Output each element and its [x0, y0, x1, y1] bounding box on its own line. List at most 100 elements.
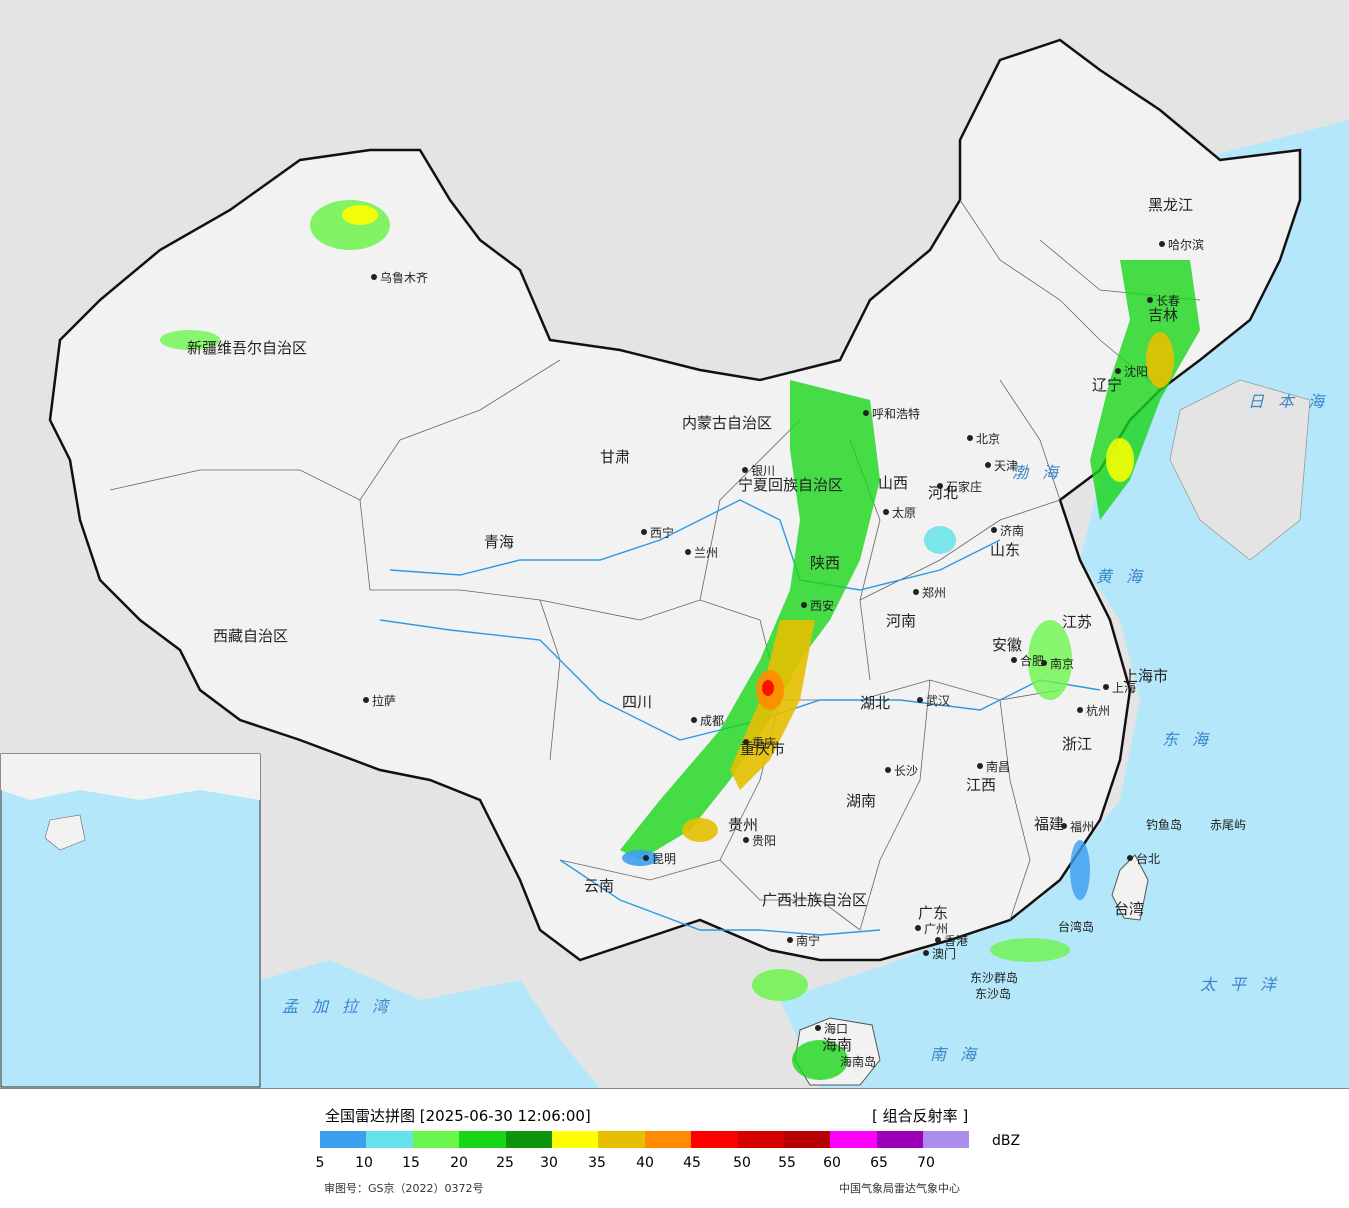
city-dot: [1127, 855, 1133, 861]
south-china-sea-inset: [0, 753, 261, 1088]
source-credit: 中国气象局雷达气象中心: [839, 1182, 960, 1195]
city-label: 西宁: [650, 525, 674, 540]
province-label: 湖南: [846, 792, 876, 810]
city-dot: [1103, 684, 1109, 690]
tick-label: 50: [733, 1155, 751, 1171]
province-label: 安徽: [992, 636, 1022, 654]
city-dot: [885, 767, 891, 773]
color-scale-ticks: 5 10 15 20 25 30 35 40 45 50 55 60 65 70: [0, 1155, 1349, 1173]
unit-label: dBZ: [992, 1133, 1021, 1149]
city-dot: [863, 410, 869, 416]
sea-label: 东海: [1162, 730, 1222, 749]
city-dot: [1061, 823, 1067, 829]
color-cell: [923, 1131, 970, 1148]
color-scale-bar: [320, 1131, 970, 1148]
color-cell: [830, 1131, 877, 1148]
province-label: 浙江: [1062, 735, 1092, 753]
city-label: 香港: [944, 934, 968, 948]
city-dot: [1011, 657, 1017, 663]
city-dot: [801, 602, 807, 608]
radar-map[interactable]: 新疆维吾尔自治区 西藏自治区 青海 甘肃 内蒙古自治区 黑龙江 吉林 辽宁 河北 山西 陕西 四川 云南…: [0, 0, 1349, 1089]
city-label: 北京: [976, 432, 1000, 446]
color-cell: [366, 1131, 413, 1148]
tick-label: 70: [917, 1155, 935, 1171]
city-label: 合肥: [1020, 653, 1044, 668]
city-label: 贵阳: [752, 834, 776, 848]
city-dot: [787, 937, 793, 943]
province-label: 内蒙古自治区: [682, 414, 772, 432]
province-label: 河北: [928, 484, 958, 502]
city-label: 武汉: [926, 694, 950, 708]
sea-label: 南海: [930, 1045, 990, 1064]
province-label: 贵州: [728, 816, 758, 834]
city-dot: [363, 697, 369, 703]
legend-panel: 全国雷达拼图 [2025-06-30 12:06:00] [ 组合反射率 ] d…: [0, 1089, 1349, 1208]
province-label: 上海市: [1123, 667, 1168, 685]
city-dot: [371, 274, 377, 280]
province-label: 云南: [584, 877, 614, 895]
city-label: 南京: [1050, 656, 1074, 671]
city-dot: [742, 467, 748, 473]
tick-label: 15: [402, 1155, 420, 1171]
sea-label: 日本海: [1248, 392, 1338, 411]
city-dot: [977, 763, 983, 769]
bay-of-bengal: [250, 960, 600, 1088]
sea-label: 孟加拉湾: [282, 997, 402, 1016]
color-cell: [505, 1131, 552, 1148]
city-label: 哈尔滨: [1168, 237, 1204, 252]
tick-label: 35: [588, 1155, 606, 1171]
color-cell: [691, 1131, 738, 1148]
province-label: 海南: [822, 1036, 852, 1054]
color-cell: [320, 1131, 367, 1148]
city-label: 重庆: [752, 736, 776, 750]
city-label: 沈阳: [1124, 364, 1148, 379]
city-label: 银川: [751, 464, 775, 478]
color-cell: [876, 1131, 924, 1148]
city-label: 上海: [1112, 680, 1136, 695]
color-cell: [737, 1131, 784, 1148]
sea-label: 黄海: [1096, 567, 1156, 586]
province-label: 陕西: [810, 554, 840, 572]
province-label: 广西壮族自治区: [762, 891, 867, 909]
city-dot: [935, 937, 941, 943]
island-label: 海南岛: [840, 1054, 876, 1069]
city-dot: [1159, 241, 1165, 247]
city-label: 南昌: [986, 759, 1010, 774]
color-cell: [783, 1131, 831, 1148]
province-label: 青海: [484, 533, 514, 551]
province-label: 甘肃: [600, 448, 630, 466]
city-dot: [743, 739, 749, 745]
island-label: 东沙群岛: [970, 970, 1018, 985]
city-label: 长沙: [894, 764, 918, 778]
city-dot: [985, 462, 991, 468]
radar-echoes: [160, 200, 1200, 1080]
city-dot: [691, 717, 697, 723]
city-dot: [1147, 297, 1153, 303]
province-label: 吉林: [1148, 306, 1178, 324]
province-label: 广东: [918, 904, 948, 922]
province-label: 湖北: [860, 694, 890, 712]
province-label: 重庆市: [740, 740, 785, 758]
color-cell: [459, 1131, 506, 1148]
city-label: 乌鲁木齐: [380, 270, 428, 285]
city-label: 石家庄: [946, 479, 982, 494]
tick-label: 10: [355, 1155, 373, 1171]
city-dot: [917, 697, 923, 703]
color-cell: [412, 1131, 460, 1148]
city-label: 成都: [700, 714, 724, 728]
city-label: 杭州: [1086, 703, 1110, 718]
color-cell: [551, 1131, 599, 1148]
legend-title: 全国雷达拼图 [2025-06-30 12:06:00]: [325, 1107, 591, 1125]
tick-label: 40: [636, 1155, 654, 1171]
tick-label: 5: [315, 1155, 325, 1171]
city-label: 西安: [810, 598, 834, 613]
city-label: 郑州: [922, 585, 946, 600]
ocean-east: [780, 120, 1349, 1088]
city-label: 台北: [1136, 851, 1160, 866]
province-label: 福建: [1034, 815, 1064, 833]
tick-label: 25: [496, 1155, 514, 1171]
city-label: 福州: [1070, 819, 1094, 834]
city-dot: [1041, 660, 1047, 666]
